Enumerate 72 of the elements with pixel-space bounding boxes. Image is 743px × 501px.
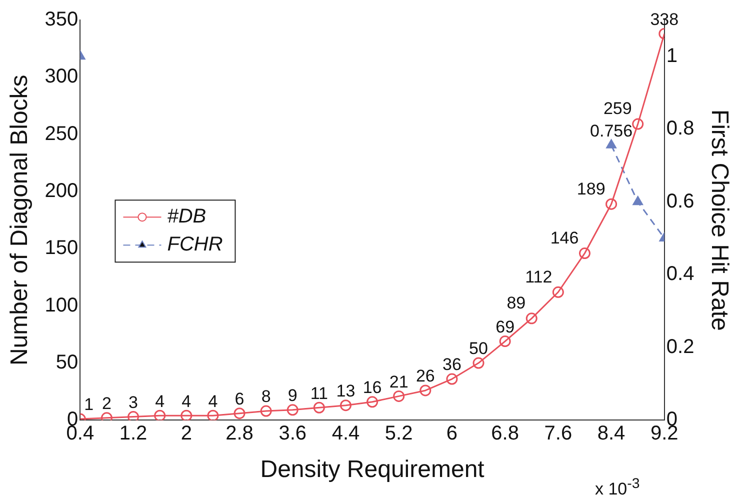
- x-tick-label: 4.4: [332, 422, 360, 445]
- data-label: 3: [128, 392, 138, 412]
- data-label: 6: [234, 390, 244, 409]
- text: x 10$^{-3}$: [595, 476, 640, 500]
- y2-axis-title: First Choice Hit Rate: [706, 109, 733, 331]
- x-tick-label: 6: [446, 422, 458, 445]
- x-tick-label: 2.8: [226, 422, 254, 445]
- y-tick-label: 200: [44, 180, 78, 202]
- point: [286, 404, 298, 416]
- point: [340, 400, 352, 412]
- y-tick-label: 300: [44, 66, 78, 88]
- point: [234, 408, 246, 420]
- x-tick-label: 7.6: [544, 422, 572, 445]
- point: [128, 411, 140, 420]
- y2-tick-label: 1: [666, 44, 678, 67]
- data-label: 112: [525, 267, 552, 286]
- point: [606, 198, 618, 210]
- point: [552, 286, 564, 298]
- point: [366, 396, 378, 408]
- point: [154, 410, 166, 420]
- x-tick-label: 2: [180, 422, 192, 445]
- point: [526, 312, 538, 324]
- x-tick-label: 6.8: [491, 422, 519, 445]
- data-label: 16: [362, 378, 382, 398]
- x-tick-label: 3.6: [278, 422, 307, 445]
- point: [446, 373, 458, 385]
- point: [260, 405, 272, 417]
- point: [472, 357, 484, 369]
- y-tick-label: 250: [44, 122, 78, 145]
- data-label: 21: [389, 372, 408, 392]
- data-label: 8: [261, 387, 271, 406]
- y2-tick-label: 0.8: [666, 118, 694, 140]
- x-tick-label: 1.2: [119, 422, 148, 445]
- point: [393, 390, 405, 402]
- y-tick-label: 150: [44, 237, 78, 260]
- data-label: 36: [442, 355, 462, 374]
- data-label: 69: [496, 317, 515, 336]
- data-label: 13: [336, 382, 356, 401]
- data-label: 4: [208, 392, 218, 411]
- point: [420, 384, 432, 396]
- data-label: 89: [506, 294, 526, 313]
- data-label: 9: [288, 386, 298, 406]
- x-axis-title: Density Requirement: [260, 456, 485, 484]
- point: [578, 248, 590, 260]
- y2-tick-label: 0.2: [666, 336, 694, 358]
- point: [632, 118, 644, 130]
- y-tick-label: 100: [44, 294, 78, 316]
- y-tick-label: 50: [56, 352, 78, 374]
- data-label: 259: [603, 99, 632, 118]
- point: [207, 410, 219, 420]
- data-label: 50: [469, 339, 488, 358]
- x-tick-label: 8.4: [597, 422, 626, 445]
- y-axis-title: Number of Diagonal Blocks: [6, 74, 34, 366]
- data-label: 189: [576, 179, 606, 198]
- data-label: 2: [102, 394, 112, 414]
- data-label: 4: [182, 392, 192, 411]
- data-label: 26: [416, 366, 435, 386]
- data-label: 11: [310, 384, 328, 403]
- legend-label: FCHR: [167, 234, 223, 256]
- data-label: 146: [550, 228, 579, 248]
- point: [180, 410, 192, 420]
- point: [499, 336, 511, 348]
- y2-tick-label: 0.4: [666, 263, 694, 286]
- data-label: 1: [84, 395, 94, 414]
- x-tick-label: 5.2: [384, 422, 413, 445]
- data-label: 338: [650, 10, 679, 29]
- y-tick-label: 350: [44, 8, 78, 31]
- point: [313, 402, 325, 414]
- y2-tick-label: 0.6: [666, 190, 694, 212]
- data-label: 4: [155, 392, 165, 411]
- data-label: 0.756: [590, 121, 633, 140]
- legend-label: #DB: [167, 206, 206, 228]
